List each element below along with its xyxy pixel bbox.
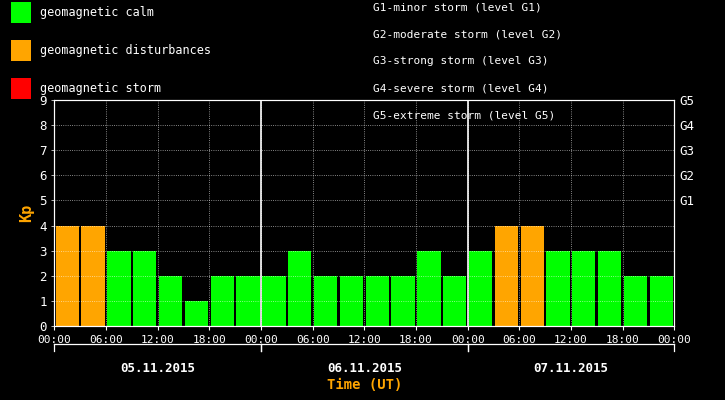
Text: 06.11.2015: 06.11.2015 [327, 362, 402, 375]
Bar [262, 276, 286, 326]
Text: 07.11.2015: 07.11.2015 [534, 362, 608, 375]
Bar [494, 226, 518, 326]
Text: G4-severe storm (level G4): G4-severe storm (level G4) [373, 84, 549, 94]
Bar [365, 276, 389, 326]
Text: G1-minor storm (level G1): G1-minor storm (level G1) [373, 2, 542, 12]
Text: geomagnetic calm: geomagnetic calm [40, 6, 154, 19]
Bar [81, 226, 104, 326]
Text: geomagnetic storm: geomagnetic storm [40, 82, 161, 95]
Text: geomagnetic disturbances: geomagnetic disturbances [40, 44, 211, 57]
Text: 05.11.2015: 05.11.2015 [120, 362, 195, 375]
Bar [56, 226, 79, 326]
Bar [159, 276, 182, 326]
Text: G3-strong storm (level G3): G3-strong storm (level G3) [373, 56, 549, 66]
Bar [185, 301, 208, 326]
Bar [521, 226, 544, 326]
Bar [443, 276, 466, 326]
Bar [236, 276, 260, 326]
Bar [469, 251, 492, 326]
Bar [598, 251, 621, 326]
Text: G2-moderate storm (level G2): G2-moderate storm (level G2) [373, 29, 563, 39]
Text: Time (UT): Time (UT) [327, 378, 402, 392]
Bar [572, 251, 595, 326]
Bar [624, 276, 647, 326]
Bar [211, 276, 234, 326]
Text: G5-extreme storm (level G5): G5-extreme storm (level G5) [373, 111, 555, 121]
Bar [340, 276, 363, 326]
Y-axis label: Kp: Kp [19, 204, 33, 222]
Bar [392, 276, 415, 326]
Bar [314, 276, 337, 326]
Bar [418, 251, 441, 326]
Bar [107, 251, 130, 326]
Bar [133, 251, 157, 326]
Bar [547, 251, 570, 326]
Bar [288, 251, 311, 326]
Bar [650, 276, 673, 326]
